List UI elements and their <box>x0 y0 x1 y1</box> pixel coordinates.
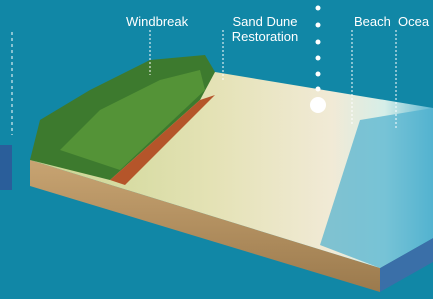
label-ocean: Ocea <box>398 14 429 29</box>
coastal-block-diagram <box>0 0 433 299</box>
left-block-edge <box>0 145 12 190</box>
label-beach: Beach <box>354 14 391 29</box>
label-sand-dune: Sand Dune Restoration <box>224 14 306 44</box>
label-windbreak: Windbreak <box>126 14 188 29</box>
page: Windbreak Sand Dune Restoration Beach Oc… <box>0 0 433 299</box>
